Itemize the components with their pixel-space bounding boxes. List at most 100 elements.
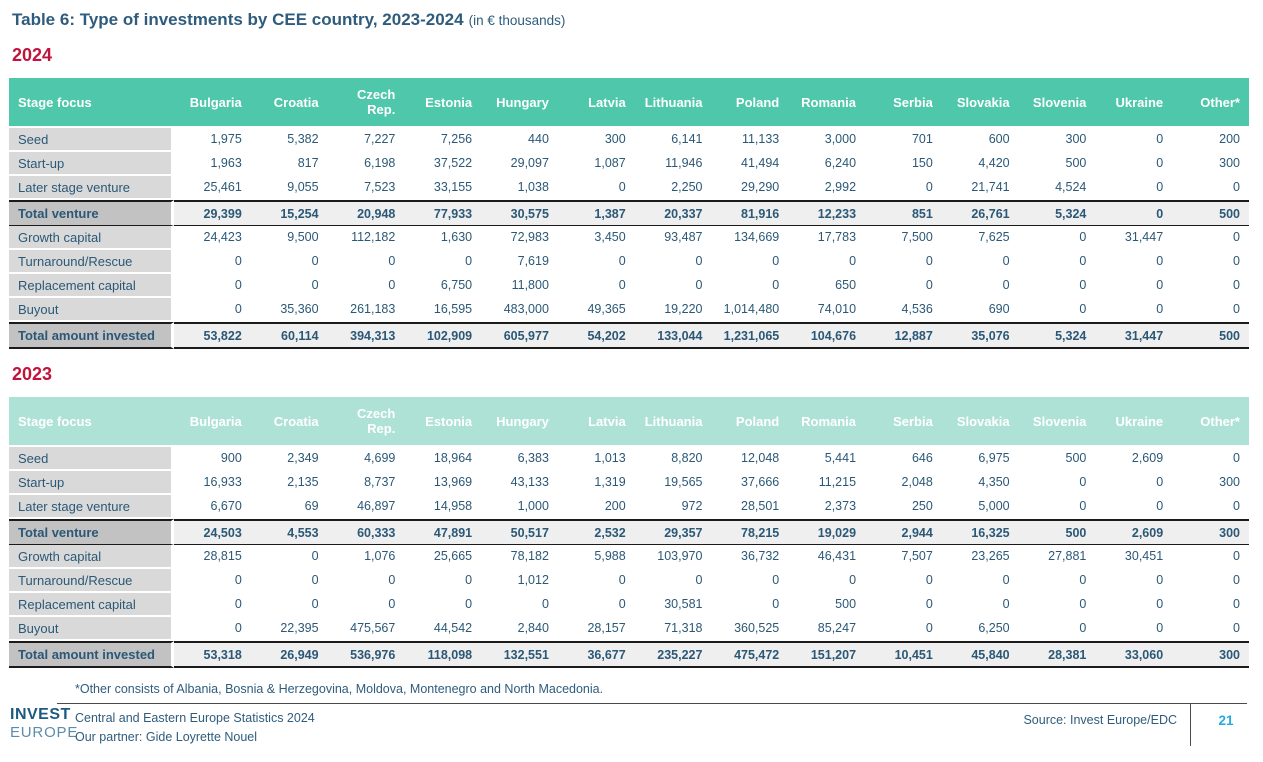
data-cell: 0	[174, 274, 251, 298]
data-cell: 28,157	[557, 617, 635, 641]
footer-divider	[1190, 703, 1191, 746]
data-cell: 0	[1172, 593, 1249, 617]
data-cell: 200	[1172, 128, 1249, 152]
data-cell: 2,609	[1095, 519, 1173, 545]
data-cell: 7,625	[941, 226, 1019, 250]
data-cell: 36,732	[711, 545, 789, 569]
data-cell: 0	[941, 250, 1019, 274]
data-cell: 77,933	[404, 200, 482, 226]
data-cell: 112,182	[327, 226, 405, 250]
data-cell: 0	[557, 176, 635, 200]
data-cell: 134,669	[711, 226, 789, 250]
column-header-slovenia: Slovenia	[1018, 78, 1096, 128]
data-cell: 0	[1018, 617, 1096, 641]
footer-rule	[57, 703, 1247, 704]
data-cell: 1,630	[404, 226, 482, 250]
data-cell: 0	[634, 274, 712, 298]
data-cell: 0	[174, 298, 251, 322]
data-cell: 0	[174, 569, 251, 593]
data-cell: 6,383	[481, 447, 558, 471]
data-cell: 4,350	[941, 471, 1019, 495]
data-cell: 2,992	[788, 176, 866, 200]
table-title-unit: (in € thousands)	[468, 13, 566, 28]
data-cell: 0	[250, 569, 328, 593]
data-cell: 6,198	[327, 152, 405, 176]
column-header-slovenia: Slovenia	[1018, 397, 1096, 447]
column-header-romania: Romania	[788, 78, 866, 128]
data-cell: 0	[1095, 274, 1173, 298]
data-cell: 5,000	[941, 495, 1019, 519]
data-cell: 851	[865, 200, 942, 226]
data-cell: 0	[327, 593, 405, 617]
row-label: Turnaround/Rescue	[9, 250, 174, 274]
data-cell: 500	[788, 593, 866, 617]
page-footer: INVEST EUROPE Central and Eastern Europe…	[0, 700, 1263, 762]
data-cell: 24,423	[174, 226, 251, 250]
data-cell: 0	[865, 250, 942, 274]
column-header-czech-rep: Czech Rep.	[327, 397, 405, 447]
data-cell: 2,135	[250, 471, 328, 495]
row-label: Later stage venture	[9, 495, 174, 519]
row-label: Seed	[9, 128, 174, 152]
data-cell: 1,076	[327, 545, 405, 569]
data-cell: 6,975	[941, 447, 1019, 471]
footer-source: Source: Invest Europe/EDC	[1023, 713, 1177, 727]
data-cell: 0	[711, 274, 789, 298]
data-cell: 45,840	[941, 641, 1019, 668]
data-cell: 93,487	[634, 226, 712, 250]
data-cell: 78,182	[481, 545, 558, 569]
data-cell: 0	[1172, 298, 1249, 322]
data-cell: 6,750	[404, 274, 482, 298]
data-cell: 0	[174, 593, 251, 617]
page-number: 21	[1218, 713, 1234, 728]
data-cell: 0	[1095, 128, 1173, 152]
data-cell: 0	[1095, 200, 1173, 226]
data-cell: 13,969	[404, 471, 482, 495]
data-cell: 133,044	[634, 322, 712, 349]
data-cell: 23,265	[941, 545, 1019, 569]
data-cell: 0	[174, 617, 251, 641]
row-label: Growth capital	[9, 545, 174, 569]
data-cell: 0	[1095, 152, 1173, 176]
data-cell: 1,963	[174, 152, 251, 176]
data-cell: 0	[1018, 298, 1096, 322]
data-cell: 2,840	[481, 617, 558, 641]
data-cell: 2,609	[1095, 447, 1173, 471]
data-cell: 28,815	[174, 545, 251, 569]
data-cell: 14,958	[404, 495, 482, 519]
data-cell: 1,013	[557, 447, 635, 471]
data-cell: 300	[1172, 152, 1249, 176]
data-cell: 81,916	[711, 200, 789, 226]
data-cell: 18,964	[404, 447, 482, 471]
logo-invest-text: INVEST	[10, 706, 71, 723]
column-header-poland: Poland	[711, 397, 789, 447]
data-cell: 817	[250, 152, 328, 176]
column-header-estonia: Estonia	[404, 78, 482, 128]
footnote: *Other consists of Albania, Bosnia & Her…	[75, 682, 604, 696]
data-cell: 261,183	[327, 298, 405, 322]
column-header-bulgaria: Bulgaria	[174, 78, 251, 128]
data-cell: 0	[1172, 176, 1249, 200]
row-label: Later stage venture	[9, 176, 174, 200]
data-cell: 47,891	[404, 519, 482, 545]
data-cell: 29,399	[174, 200, 251, 226]
data-cell: 7,619	[481, 250, 558, 274]
data-cell: 2,048	[865, 471, 942, 495]
data-cell: 0	[557, 569, 635, 593]
data-cell: 30,581	[634, 593, 712, 617]
data-cell: 2,250	[634, 176, 712, 200]
data-cell: 16,325	[941, 519, 1019, 545]
data-cell: 646	[865, 447, 942, 471]
column-header-czech-rep: Czech Rep.	[327, 78, 405, 128]
data-cell: 0	[174, 250, 251, 274]
data-cell: 0	[1018, 569, 1096, 593]
data-cell: 11,946	[634, 152, 712, 176]
table-row: Seed 1,975 5,382 7,227 7,256 440 300 6,141 11,13…	[9, 128, 1249, 152]
data-cell: 16,595	[404, 298, 482, 322]
data-cell: 7,256	[404, 128, 482, 152]
data-cell: 4,553	[250, 519, 328, 545]
data-cell: 104,676	[788, 322, 866, 349]
data-cell: 0	[1095, 176, 1173, 200]
invest-europe-logo: INVEST EUROPE	[10, 706, 78, 741]
